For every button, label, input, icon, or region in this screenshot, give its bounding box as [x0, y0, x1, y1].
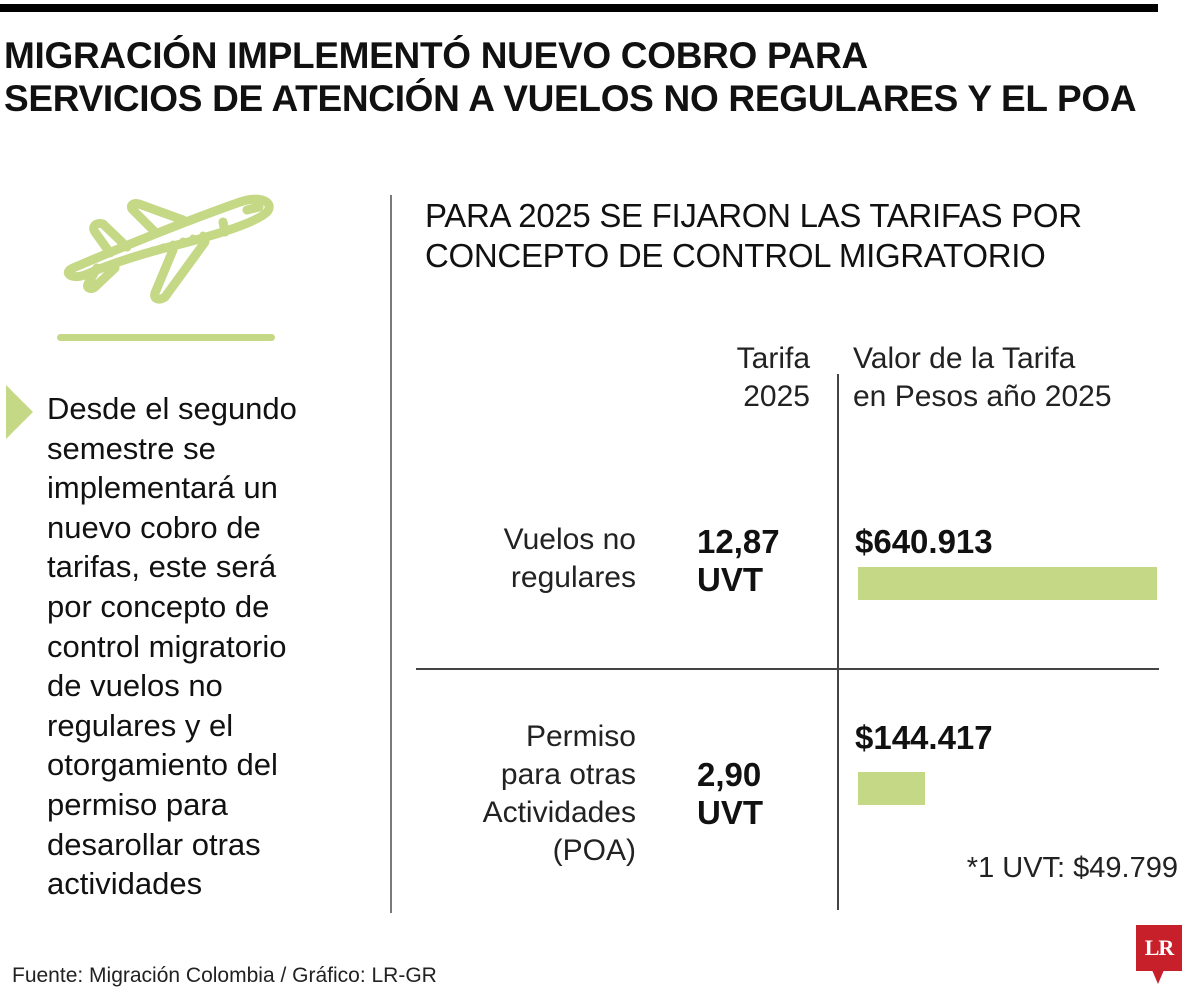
lr-logo-speech-tail	[1152, 970, 1164, 984]
row-label-line: regulares	[510, 561, 636, 594]
subtitle-line-2: CONCEPTO DE CONTROL MIGRATORIO	[425, 237, 1046, 274]
uvt-value: 12,87	[697, 523, 780, 560]
row-uvt-poa: 2,90 UVT	[697, 756, 763, 832]
row-label-line: Vuelos no	[503, 523, 636, 556]
column-header-tarifa: Tarifa 2025	[705, 340, 810, 416]
description-text: Desde el segundo semestre se implementar…	[47, 389, 367, 904]
row-value-poa: $144.417	[855, 719, 993, 756]
source-credit: Fuente: Migración Colombia / Gráfico: LR…	[12, 964, 437, 987]
description-line: regulares y el	[47, 707, 234, 743]
bar-poa	[858, 772, 925, 805]
row-label-poa: Permiso para otras Actividades (POA)	[416, 718, 636, 870]
subtitle-line-1: PARA 2025 SE FIJARON LAS TARIFAS POR	[425, 197, 1082, 234]
description-line: de vuelos no	[47, 668, 223, 704]
row-label-vuelos: Vuelos no regulares	[416, 521, 636, 597]
table-vertical-divider	[837, 374, 839, 910]
airplane-takeoff-icon	[63, 194, 274, 304]
lr-logo: LR	[1136, 925, 1182, 987]
description-line: Desde el segundo	[47, 391, 297, 426]
column-header-line: Tarifa	[736, 342, 810, 375]
main-title-line-1: MIGRACIÓN IMPLEMENTÓ NUEVO COBRO PARA	[4, 35, 868, 76]
description-line: otorgamiento del	[47, 747, 278, 783]
table-horizontal-divider	[416, 668, 1159, 670]
row-label-line: para otras	[500, 758, 636, 791]
row-value-vuelos: $640.913	[855, 523, 993, 560]
main-title-line-2: SERVICIOS DE ATENCIÓN A VUELOS NO REGULA…	[4, 78, 1137, 119]
bar-vuelos	[858, 567, 1157, 600]
uvt-footnote: *1 UVT: $49.799	[966, 852, 1178, 884]
row-uvt-vuelos: 12,87 UVT	[697, 523, 780, 599]
icon-underline	[57, 334, 275, 341]
uvt-unit: UVT	[697, 794, 763, 831]
column-header-valor: Valor de la Tarifa en Pesos año 2025	[853, 340, 1183, 416]
column-header-line: Valor de la Tarifa	[853, 342, 1076, 375]
column-divider	[390, 195, 392, 913]
column-header-line: en Pesos año 2025	[853, 380, 1112, 413]
description-line: implementará un	[47, 470, 278, 506]
description-line: desarollar otras	[47, 826, 261, 862]
description-line: actividades	[47, 866, 203, 902]
description-line: tarifas, este será	[47, 549, 277, 585]
lr-logo-text: LR	[1136, 925, 1182, 971]
row-label-line: Permiso	[525, 720, 636, 753]
description-line: permiso para	[47, 786, 228, 822]
main-title: MIGRACIÓN IMPLEMENTÓ NUEVO COBRO PARA SE…	[4, 34, 1194, 120]
description-line: control migratorio	[47, 628, 287, 664]
description-line: por concepto de	[47, 588, 270, 624]
description-line: nuevo cobro de	[47, 509, 261, 545]
uvt-unit: UVT	[697, 561, 763, 598]
section-subtitle: PARA 2025 SE FIJARON LAS TARIFAS POR CON…	[425, 196, 1185, 276]
bullet-arrow-icon	[6, 385, 33, 439]
column-header-line: 2025	[743, 380, 810, 413]
row-label-line: Actividades	[482, 796, 636, 829]
description-line: semestre se	[47, 430, 216, 466]
row-label-line: (POA)	[552, 834, 636, 867]
uvt-value: 2,90	[697, 756, 762, 793]
top-rule	[0, 4, 1158, 12]
